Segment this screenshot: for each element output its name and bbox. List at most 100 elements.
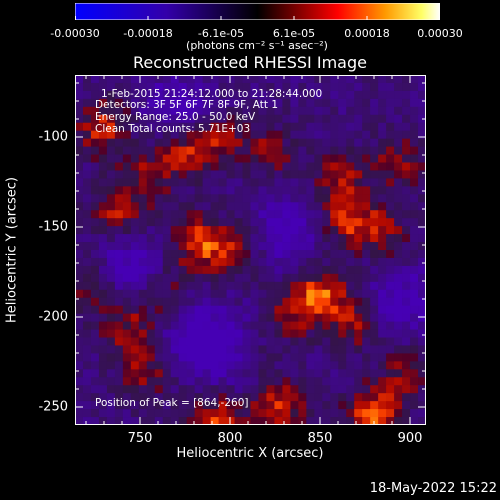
image-pixel [418,146,426,155]
image-pixel [210,194,219,203]
image-pixel [394,353,403,362]
image-pixel [418,250,426,259]
image-pixel [258,122,267,132]
image-pixel [138,194,148,203]
image-pixel [370,194,379,203]
image-pixel [162,409,172,418]
image-pixel [418,281,426,291]
image-pixel [298,281,307,291]
image-pixel [306,82,315,92]
image-pixel [202,90,212,100]
image-pixel [186,409,196,418]
image-pixel [210,154,219,163]
image-pixel [250,409,259,418]
image-pixel [186,329,196,338]
image-pixel [218,353,227,362]
image-pixel [178,321,188,330]
image-pixel [146,345,156,354]
image-pixel [75,393,84,402]
image-pixel [282,178,291,187]
image-pixel [410,369,419,378]
image-pixel [138,114,148,124]
image-pixel [162,273,172,283]
image-pixel [234,345,243,354]
image-pixel [330,130,339,140]
colorbar-units: (photons cm⁻² s⁻¹ asec⁻²) [186,39,328,52]
image-pixel [202,417,212,425]
image-pixel [306,353,315,362]
image-pixel [202,218,212,227]
image-pixel [170,138,180,147]
image-pixel [98,281,108,291]
image-pixel [242,377,251,386]
peak-position-label: Position of Peak = [864,-260] [95,397,249,409]
image-pixel [274,226,283,235]
image-pixel [418,313,426,322]
image-pixel [322,122,331,132]
image-pixel [170,377,180,386]
image-pixel [170,321,180,330]
image-pixel [274,130,283,140]
image-pixel [194,194,204,203]
image-pixel [258,417,267,425]
image-pixel [306,321,315,330]
image-pixel [330,289,339,299]
image-pixel [274,114,283,124]
image-pixel [234,417,243,425]
image-pixel [90,393,100,402]
image-pixel [330,417,339,425]
image-pixel [298,401,307,410]
image-pixel [226,289,235,299]
image-pixel [298,194,307,203]
image-pixel [258,114,267,124]
image-pixel [226,409,235,418]
image-pixel [186,369,196,378]
image-pixel [98,417,108,425]
image-pixel [354,353,363,362]
image-pixel [234,377,243,386]
image-pixel [202,321,212,330]
image-pixel [362,202,371,211]
image-pixel [130,265,140,275]
image-pixel [354,401,363,410]
image-pixel [130,385,140,394]
image-pixel [162,226,172,235]
image-pixel [322,90,331,100]
image-pixel [226,82,235,92]
image-pixel [146,98,156,108]
image-pixel [82,377,92,386]
image-pixel [394,313,403,322]
image-title: Reconstructed RHESSI Image [133,53,367,72]
image-pixel [282,154,291,163]
image-pixel [194,186,204,195]
image-pixel [154,250,164,259]
image-pixel [98,170,108,179]
image-pixel [114,369,124,378]
image-pixel [386,242,395,251]
image-pixel [82,90,92,100]
image-pixel [346,75,355,84]
image-pixel [290,273,299,283]
image-pixel [258,82,267,92]
image-pixel [154,218,164,227]
image-pixel [162,289,172,299]
image-pixel [314,409,323,418]
image-pixel [274,385,283,394]
image-pixel [170,122,180,132]
image-pixel [282,361,291,370]
image-pixel [410,353,419,362]
image-pixel [202,194,212,203]
image-pixel [154,162,164,171]
image-pixel [418,297,426,307]
image-pixel [242,369,251,378]
image-pixel [75,170,84,179]
image-pixel [194,162,204,171]
image-pixel [258,194,267,203]
image-pixel [386,329,395,338]
image-pixel [186,98,196,108]
image-pixel [290,385,299,394]
image-pixel [154,289,164,299]
image-pixel [410,281,419,291]
image-pixel [75,297,84,307]
image-pixel [210,234,219,243]
